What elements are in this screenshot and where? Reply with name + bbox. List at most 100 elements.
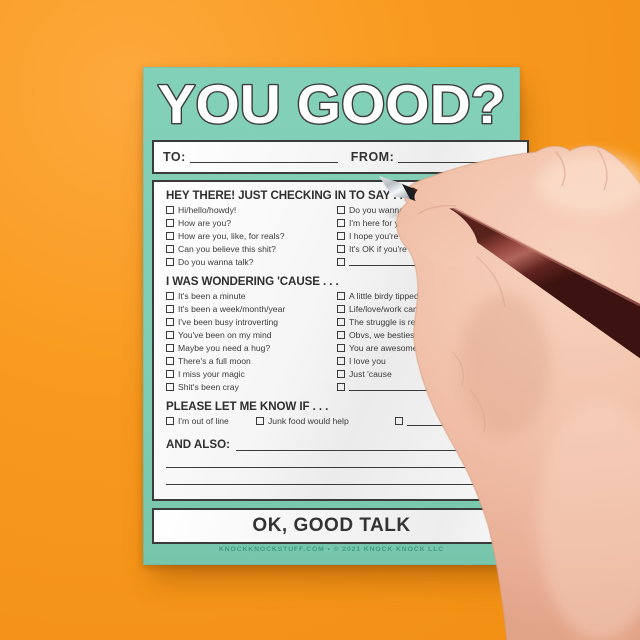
item-label: I've been busy introverting: [178, 316, 279, 327]
checklist-item: Do you wanna hang?: [337, 203, 501, 216]
item-label: It's OK if you're not: [349, 243, 422, 254]
checklist-item: Life/love/work can be hard: [337, 302, 501, 315]
checklist-item: I'm here for you: [337, 216, 501, 229]
item-label: I love you: [349, 355, 386, 366]
checklist-section: PLEASE LET ME KNOW IF . . . I'm out of li…: [166, 399, 501, 428]
checkbox: [337, 231, 345, 240]
checklist-item: A little birdy tipped me off: [337, 289, 501, 302]
checkbox: [166, 356, 174, 365]
checklist-item: Obvs, we besties: [337, 328, 501, 341]
checkbox: [337, 244, 345, 253]
from-label: FROM:: [350, 150, 395, 164]
checkbox: [337, 291, 345, 300]
to-from-bar: TO: FROM:: [152, 140, 529, 174]
item-label: Obvs, we besties: [349, 329, 415, 340]
item-label: Life/love/work can be hard: [349, 303, 450, 314]
blank-line: [349, 382, 501, 391]
checkbox: [166, 291, 174, 300]
checklist-item: It's been a minute: [166, 289, 335, 302]
checkbox: [166, 369, 174, 378]
checkbox: [166, 304, 174, 313]
item-label: You've been on my mind: [178, 329, 272, 340]
write-in-line: [166, 468, 501, 485]
checkbox: [337, 317, 345, 326]
checklist-item: Shit's been cray: [166, 380, 335, 393]
checkbox: [337, 304, 345, 313]
checkbox: [166, 218, 174, 227]
checklist-item: Can you believe this shit?: [166, 242, 335, 255]
checkbox: [337, 205, 345, 214]
checklist-item: Maybe you need a hug?: [166, 341, 335, 354]
to-blank-line: [189, 151, 338, 163]
item-label: Can you believe this shit?: [178, 243, 276, 254]
knuckle-highlight: [537, 153, 640, 213]
sign-off-text: OK, GOOD TALK: [252, 515, 411, 536]
checkbox: [337, 343, 345, 352]
item-label: How are you?: [178, 217, 232, 228]
finger-crease: [555, 151, 566, 187]
blank-line: [349, 257, 501, 266]
and-also-label: AND ALSO:: [166, 438, 230, 451]
item-label: Shit's been cray: [178, 381, 239, 392]
from-blank-line: [398, 151, 518, 163]
checkbox: [337, 356, 345, 365]
checkbox: [337, 369, 345, 378]
checkbox: [166, 257, 174, 266]
checklist-item: You are awesome: [337, 341, 501, 354]
item-label: Just 'cause: [349, 368, 392, 379]
item-label: Do you wanna talk?: [178, 256, 254, 267]
checklist-item: How are you, like, for reals?: [166, 229, 335, 242]
item-label: I miss your magic: [178, 368, 245, 379]
item-label: It's been a week/month/year: [178, 303, 286, 314]
section-heading: I WAS WONDERING 'CAUSE . . .: [166, 275, 339, 288]
finger-crease: [597, 149, 608, 191]
checklist-sections: HEY THERE! JUST CHECKING IN TO SAY . . .…: [166, 188, 501, 428]
checkbox: [166, 343, 174, 352]
note-pad: YOU GOOD? TO: FROM: HEY THERE! JUST CHEC…: [143, 67, 529, 565]
checkbox: [166, 317, 174, 326]
item-label: A little birdy tipped me off: [349, 290, 445, 301]
item-label: There's a full moon: [178, 355, 251, 366]
title-art: YOU GOOD?: [156, 72, 507, 137]
item-label: I'm out of line: [178, 416, 229, 426]
item-label: Do you wanna hang?: [349, 204, 431, 215]
item-label: You are awesome: [349, 342, 418, 353]
title-text: YOU GOOD?: [158, 74, 506, 135]
sign-off-box: OK, GOOD TALK: [152, 508, 511, 544]
checklist-item: I love you: [337, 354, 501, 367]
item-label: I'm here for you: [349, 217, 409, 228]
checklist-item: It's been a week/month/year: [166, 302, 335, 315]
checklist-item: [337, 255, 501, 268]
item-label: I hope you're OK: [349, 230, 414, 241]
blank-line: [407, 417, 501, 426]
checklist-item: Junk food would help: [256, 415, 395, 428]
and-also-line: [235, 437, 501, 451]
item-label: How are you, like, for reals?: [178, 230, 285, 241]
checkbox: [337, 330, 345, 339]
footer-credit: KNOCKKNOCKSTUFF.COM • © 2021 KNOCK KNOCK…: [218, 546, 445, 553]
section-heading: PLEASE LET ME KNOW IF . . .: [166, 400, 329, 413]
checklist-item: You've been on my mind: [166, 328, 335, 341]
checkbox: [166, 244, 174, 253]
item-label: Junk food would help: [268, 416, 349, 426]
checkbox: [337, 218, 345, 227]
checklist-item: The struggle is real: [337, 315, 501, 328]
checklist-item: Hi/hello/howdy!: [166, 203, 335, 216]
item-label: Hi/hello/howdy!: [178, 204, 237, 215]
checklist-item: Do you wanna talk?: [166, 255, 335, 268]
and-also-row: AND ALSO:: [166, 436, 501, 451]
pad-title: YOU GOOD?: [152, 72, 511, 137]
write-in-line: [166, 451, 501, 468]
checkbox: [395, 417, 403, 425]
checkbox: [166, 417, 174, 425]
to-label: TO:: [163, 150, 186, 164]
checkbox: [337, 257, 345, 266]
checklist-item: How are you?: [166, 216, 335, 229]
checkbox: [166, 382, 174, 391]
checkbox: [166, 205, 174, 214]
checklist-item: I hope you're OK: [337, 229, 501, 242]
checkbox: [256, 417, 264, 425]
forearm-highlight: [538, 400, 640, 640]
checklist-body: HEY THERE! JUST CHECKING IN TO SAY . . .…: [152, 180, 515, 501]
checklist-item: Just 'cause: [337, 367, 501, 380]
